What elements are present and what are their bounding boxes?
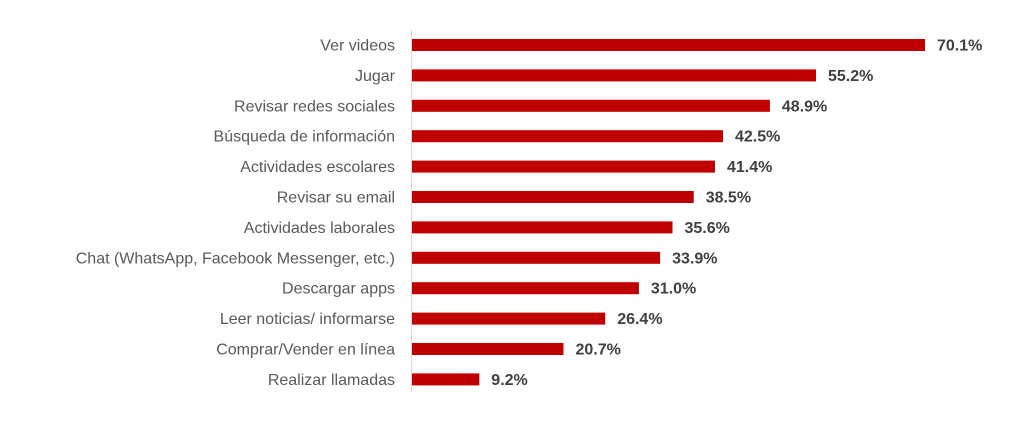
bar-6 — [412, 221, 673, 234]
category-label-7: Chat (WhatsApp, Facebook Messenger, etc.… — [76, 250, 395, 267]
category-label-11: Realizar llamadas — [268, 372, 395, 389]
value-labels-group: 70.1% 55.2%48.9%42.5% 41.4% 38.5% 35.6% 33.9%… — [491, 38, 982, 389]
value-label-4: 41.4% — [727, 159, 772, 176]
category-label-2: Revisar redes sociales — [234, 98, 395, 115]
value-label-9: 26.4% — [617, 311, 662, 328]
bar-3 — [412, 130, 723, 143]
value-label-11: 9.2% — [491, 372, 527, 389]
value-label-6: 35.6% — [685, 220, 730, 237]
bar-1 — [412, 69, 816, 82]
value-label-7: 33.9% — [672, 250, 717, 267]
category-label-1: Jugar — [355, 68, 396, 85]
category-labels-group: Ver videos Jugar Revisar redes sociales Bús… — [76, 38, 396, 389]
bar-10 — [412, 343, 564, 355]
category-label-5: Revisar su email — [277, 190, 395, 207]
bars-group — [412, 39, 925, 386]
value-label-2: 48.9% — [782, 98, 827, 115]
value-label-5: 38.5% — [706, 190, 751, 207]
category-label-8: Descargar apps — [282, 281, 395, 298]
bar-5 — [412, 191, 694, 203]
bar-4 — [412, 160, 715, 173]
category-label-4: Actividades escolares — [240, 159, 395, 176]
bar-2 — [412, 99, 770, 112]
category-label-6: Actividades laborales — [244, 220, 395, 237]
bar-7 — [412, 251, 661, 264]
bar-0 — [412, 39, 925, 51]
bar-11 — [412, 373, 480, 386]
value-label-3: 42.5% — [735, 129, 780, 146]
value-label-10: 20.7% — [576, 342, 621, 359]
value-label-1: 55.2% — [828, 68, 873, 85]
category-label-0: Ver videos — [320, 38, 395, 55]
category-label-9: Leer noticias/ informarse — [220, 311, 395, 328]
category-label-10: Comprar/Vender en línea — [216, 342, 395, 359]
category-label-3: Búsqueda de información — [214, 129, 395, 146]
value-label-8: 31.0% — [651, 281, 696, 298]
value-label-0: 70.1% — [937, 38, 982, 55]
bar-9 — [412, 312, 606, 325]
bar-8 — [412, 282, 639, 295]
